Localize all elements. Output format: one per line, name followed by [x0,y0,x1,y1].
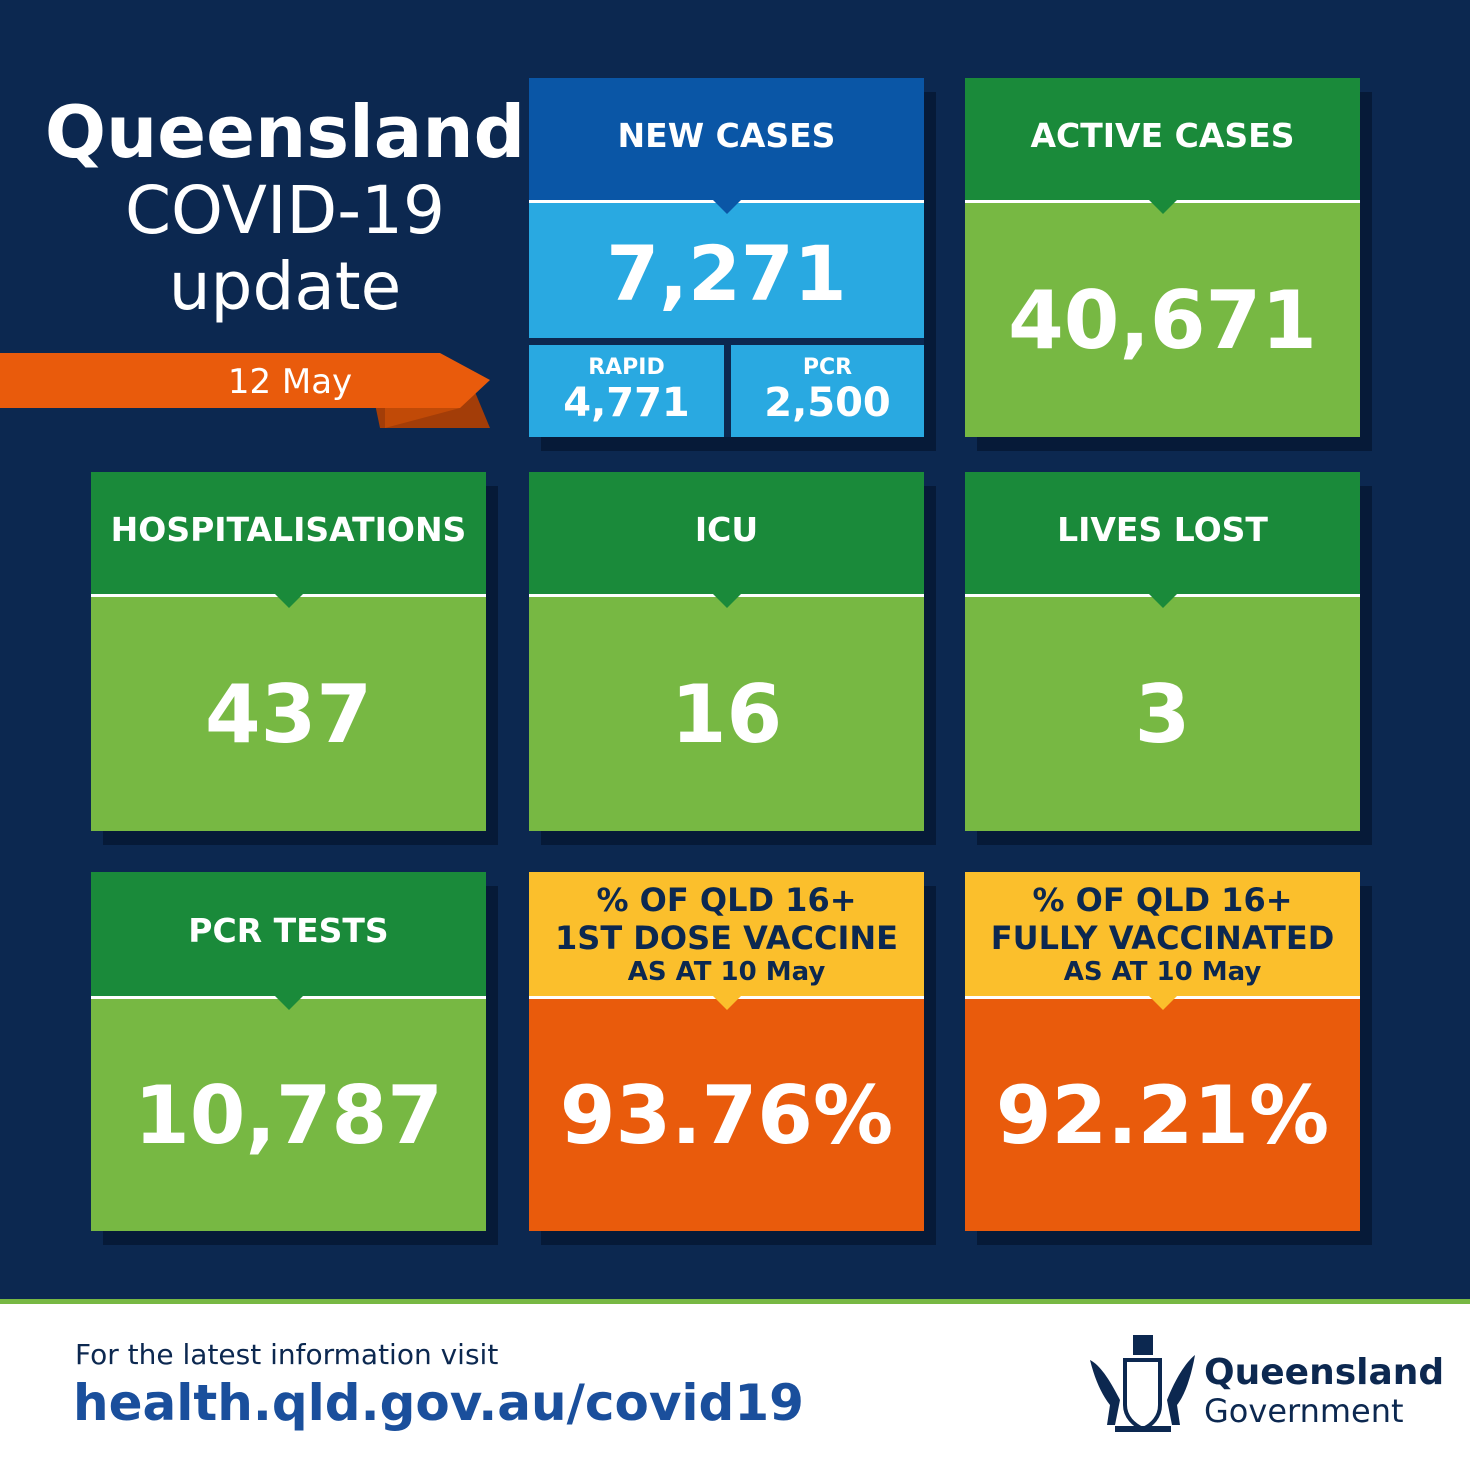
card-label: 1ST DOSE VACCINE [555,919,898,957]
card-label: NEW CASES [617,116,836,155]
breakdown-label: PCR [802,355,853,380]
ribbon [0,353,490,428]
logo-text: Government [1204,1392,1404,1430]
card-header: HOSPITALISATIONS [91,472,486,594]
breakdown: RAPID 4,771 [529,345,724,437]
card-header: % OF QLD 16+ 1ST DOSE VACCINE AS AT 10 May [529,872,924,996]
card-header: NEW CASES [529,78,924,200]
date: 12 May [227,362,353,402]
card-label: LIVES LOST [1057,510,1268,549]
gap [724,338,731,437]
card-value: 7,271 [606,228,847,318]
notch [712,996,741,1010]
breakdown-value: 4,771 [563,380,690,426]
stat-card: HOSPITALISATIONS 437 [91,472,486,831]
notch [274,594,303,608]
notch [274,996,303,1010]
notch [1148,594,1177,608]
footer-link[interactable]: health.qld.gov.au/covid19 [73,1374,804,1432]
card-value: 3 [1134,667,1191,761]
stat-card: ACTIVE CASES 40,671 [965,78,1360,437]
title: Queensland [44,90,526,174]
stat-card: PCR TESTS 10,787 [91,872,486,1231]
card-label: AS AT 10 May [627,957,826,987]
card-value: 437 [205,667,372,761]
breakdown-label: RAPID [588,355,665,380]
card-label: ICU [694,510,759,549]
card-value: 40,671 [1008,273,1317,367]
stat-card: % OF QLD 16+ 1ST DOSE VACCINE AS AT 10 May… [529,872,924,1231]
subtitle: COVID-19 [124,172,446,249]
stat-card: NEW CASES 7,271 RAPID 4,771 PCR 2,500 [529,78,924,437]
card-label: HOSPITALISATIONS [110,510,467,549]
card-header: PCR TESTS [91,872,486,996]
card-value: 93.76% [559,1068,894,1162]
stat-card: % OF QLD 16+ FULLY VACCINATED AS AT 10 May… [965,872,1360,1231]
card-value: 92.21% [995,1068,1330,1162]
stat-card: ICU 16 [529,472,924,831]
card-label: % OF QLD 16+ [1032,881,1293,919]
card-label: PCR TESTS [188,911,389,950]
card-label: AS AT 10 May [1063,957,1262,987]
card-label: ACTIVE CASES [1030,116,1295,155]
card-header: LIVES LOST [965,472,1360,594]
stat-card: LIVES LOST 3 [965,472,1360,831]
subtitle: update [168,248,402,325]
card-header: ACTIVE CASES [965,78,1360,200]
card-label: % OF QLD 16+ [596,881,857,919]
footer-intro: For the latest information visit [75,1338,499,1371]
notch [712,200,741,214]
logo-text: Queensland [1204,1352,1445,1393]
card-value: 16 [670,667,783,761]
notch [1148,996,1177,1010]
divider [0,1299,1470,1304]
breakdown: PCR 2,500 [731,345,924,437]
notch [712,594,741,608]
notch [1148,200,1177,214]
breakdown-value: 2,500 [764,380,891,426]
card-value: 10,787 [134,1068,443,1162]
card-header: % OF QLD 16+ FULLY VACCINATED AS AT 10 May [965,872,1360,996]
crest [1090,1335,1195,1432]
card-label: FULLY VACCINATED [990,919,1335,957]
card-header: ICU [529,472,924,594]
